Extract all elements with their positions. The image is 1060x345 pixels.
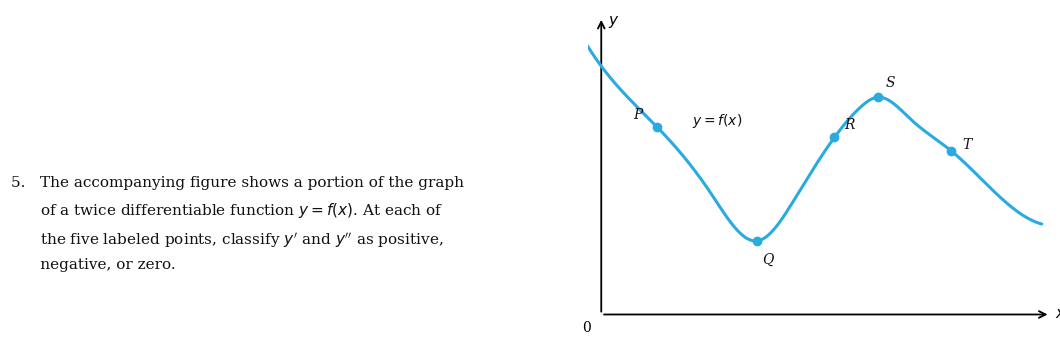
Text: $y$: $y$ — [607, 14, 619, 30]
Text: 5.   The accompanying figure shows a portion of the graph
      of a twice diffe: 5. The accompanying figure shows a porti… — [12, 176, 464, 273]
Text: T: T — [962, 138, 972, 152]
Text: R: R — [845, 118, 854, 132]
Text: Q: Q — [762, 253, 773, 267]
Text: $x$: $x$ — [1055, 307, 1060, 322]
Text: 0: 0 — [582, 321, 590, 335]
Text: P: P — [633, 108, 642, 122]
Text: $y = f(x)$: $y = f(x)$ — [692, 112, 742, 130]
Text: S: S — [886, 76, 896, 90]
